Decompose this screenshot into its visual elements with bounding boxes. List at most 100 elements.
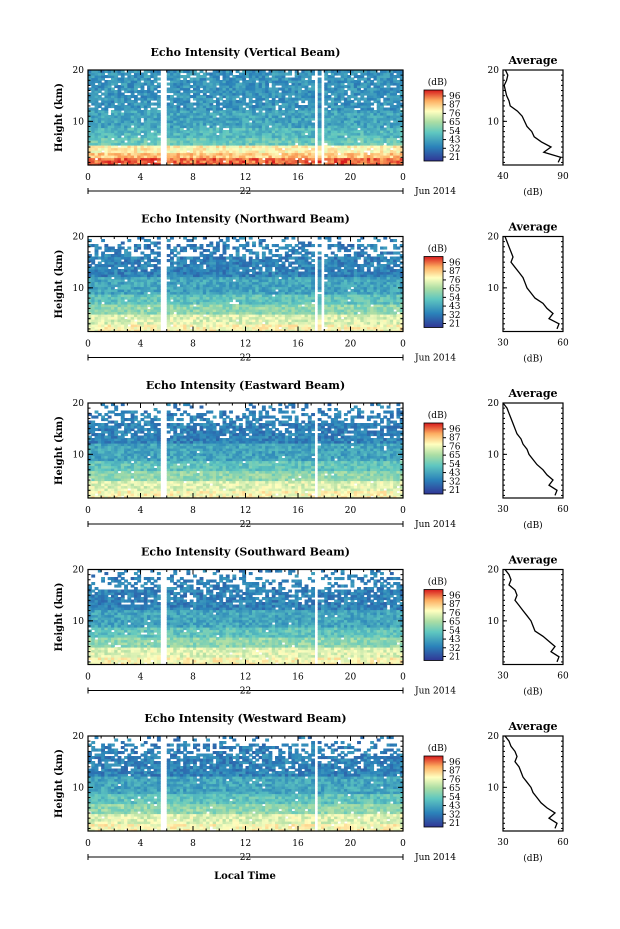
heatmap-cell (120, 117, 125, 121)
heatmap-cell (215, 107, 220, 111)
heatmap-cell (117, 72, 122, 76)
heatmap-cell (156, 72, 161, 76)
heatmap-cell (88, 112, 92, 116)
heatmap-cell (170, 117, 174, 121)
heatmap-cell (209, 152, 214, 156)
heatmap-cell (199, 100, 204, 104)
heatmap-cell (156, 137, 161, 141)
heatmap-cell (170, 107, 174, 111)
heatmap-cell (120, 87, 125, 91)
heatmap-cell (127, 127, 132, 131)
heatmap-cell (137, 122, 142, 126)
heatmap-cell (186, 97, 191, 101)
heatmap-cell (215, 160, 220, 164)
heatmap-cell (199, 90, 204, 94)
heatmap-cell (193, 137, 197, 141)
heatmap-cell (120, 155, 125, 159)
heatmap-cell (107, 95, 112, 99)
heatmap-cell (219, 97, 224, 101)
heatmap-cell (206, 90, 211, 94)
heatmap-cell (101, 152, 106, 156)
heatmap-cell (114, 95, 119, 99)
heatmap-cell (202, 157, 207, 161)
heatmap-cell (212, 147, 217, 151)
heatmap-cell (130, 112, 135, 116)
heatmap-cell (215, 122, 220, 126)
heatmap-cell (101, 97, 106, 101)
heatmap-cell (107, 72, 112, 76)
heatmap-cell (219, 107, 224, 111)
heatmap-cell (147, 105, 151, 109)
heatmap-cell (107, 155, 112, 159)
heatmap-cell (156, 266, 161, 270)
heatmap-cell (143, 157, 148, 161)
heatmap-cell (101, 75, 106, 79)
heatmap-cell (133, 147, 138, 151)
heatmap-cell (143, 110, 148, 114)
heatmap-cell (179, 150, 184, 154)
heatmap-cell (124, 152, 128, 156)
heatmap-cell (114, 155, 119, 159)
heatmap-cell (219, 125, 224, 129)
heatmap-cell (110, 155, 115, 159)
heatmap-cell (110, 90, 115, 94)
heatmap-cell (196, 120, 201, 124)
heatmap-cell (97, 122, 102, 126)
heatmap-cell (176, 150, 181, 154)
heatmap-cell (202, 77, 207, 81)
heatmap-cell (176, 102, 181, 106)
heatmap-cell (176, 142, 181, 146)
heatmap-cell (124, 155, 128, 159)
heatmap-cell (94, 72, 99, 76)
heatmap-cell (97, 70, 102, 74)
heatmap-cell (110, 77, 115, 81)
heatmap-cell (153, 87, 158, 91)
heatmap-cell (206, 107, 211, 111)
x-tick-label: 0 (400, 173, 406, 183)
heatmap-cell (153, 120, 158, 124)
heatmap-cell (147, 115, 151, 119)
heatmap-cell (166, 155, 171, 159)
heatmap-cell (110, 72, 115, 76)
heatmap-cell (176, 92, 181, 96)
heatmap-cell (130, 137, 135, 141)
heatmap-cell (209, 85, 214, 89)
heatmap-cell (166, 97, 171, 101)
heatmap-cell (156, 90, 161, 94)
heatmap-cell (91, 87, 96, 91)
heatmap-cell (94, 105, 99, 109)
heatmap-cell (137, 120, 142, 124)
heatmap-cell (140, 95, 145, 99)
heatmap-cell (127, 145, 132, 149)
heatmap-cell (212, 122, 217, 126)
heatmap-cell (127, 90, 132, 94)
heatmap-cell (147, 70, 151, 74)
heatmap-cell (127, 155, 132, 159)
heatmap-cell (183, 92, 188, 96)
heatmap-cell (199, 107, 204, 111)
heatmap-cell (101, 112, 106, 116)
heatmap-cell (101, 142, 106, 146)
heatmap-cell (209, 157, 214, 161)
heatmap-cell (88, 157, 92, 161)
heatmap-cell (124, 125, 128, 129)
heatmap-cell (222, 95, 227, 99)
heatmap-cell (222, 137, 227, 141)
heatmap-cell (209, 115, 214, 119)
heatmap-cell (140, 115, 145, 119)
heatmap-cell (124, 127, 128, 131)
heatmap-cell (117, 150, 122, 154)
heatmap-cell (153, 115, 158, 119)
heatmap-cell (107, 145, 112, 149)
heatmap-cell (150, 82, 155, 86)
heatmap-cell (120, 107, 125, 111)
average-y-tick-label: 10 (488, 117, 500, 127)
heatmap-cell (173, 155, 178, 159)
heatmap-cell (104, 122, 109, 126)
heatmap-cell (140, 110, 145, 114)
heatmap-cell (88, 147, 92, 151)
heatmap-cell (91, 80, 96, 84)
heatmap-cell (97, 120, 102, 124)
heatmap-cell (199, 152, 204, 156)
heatmap-cell (153, 92, 158, 96)
